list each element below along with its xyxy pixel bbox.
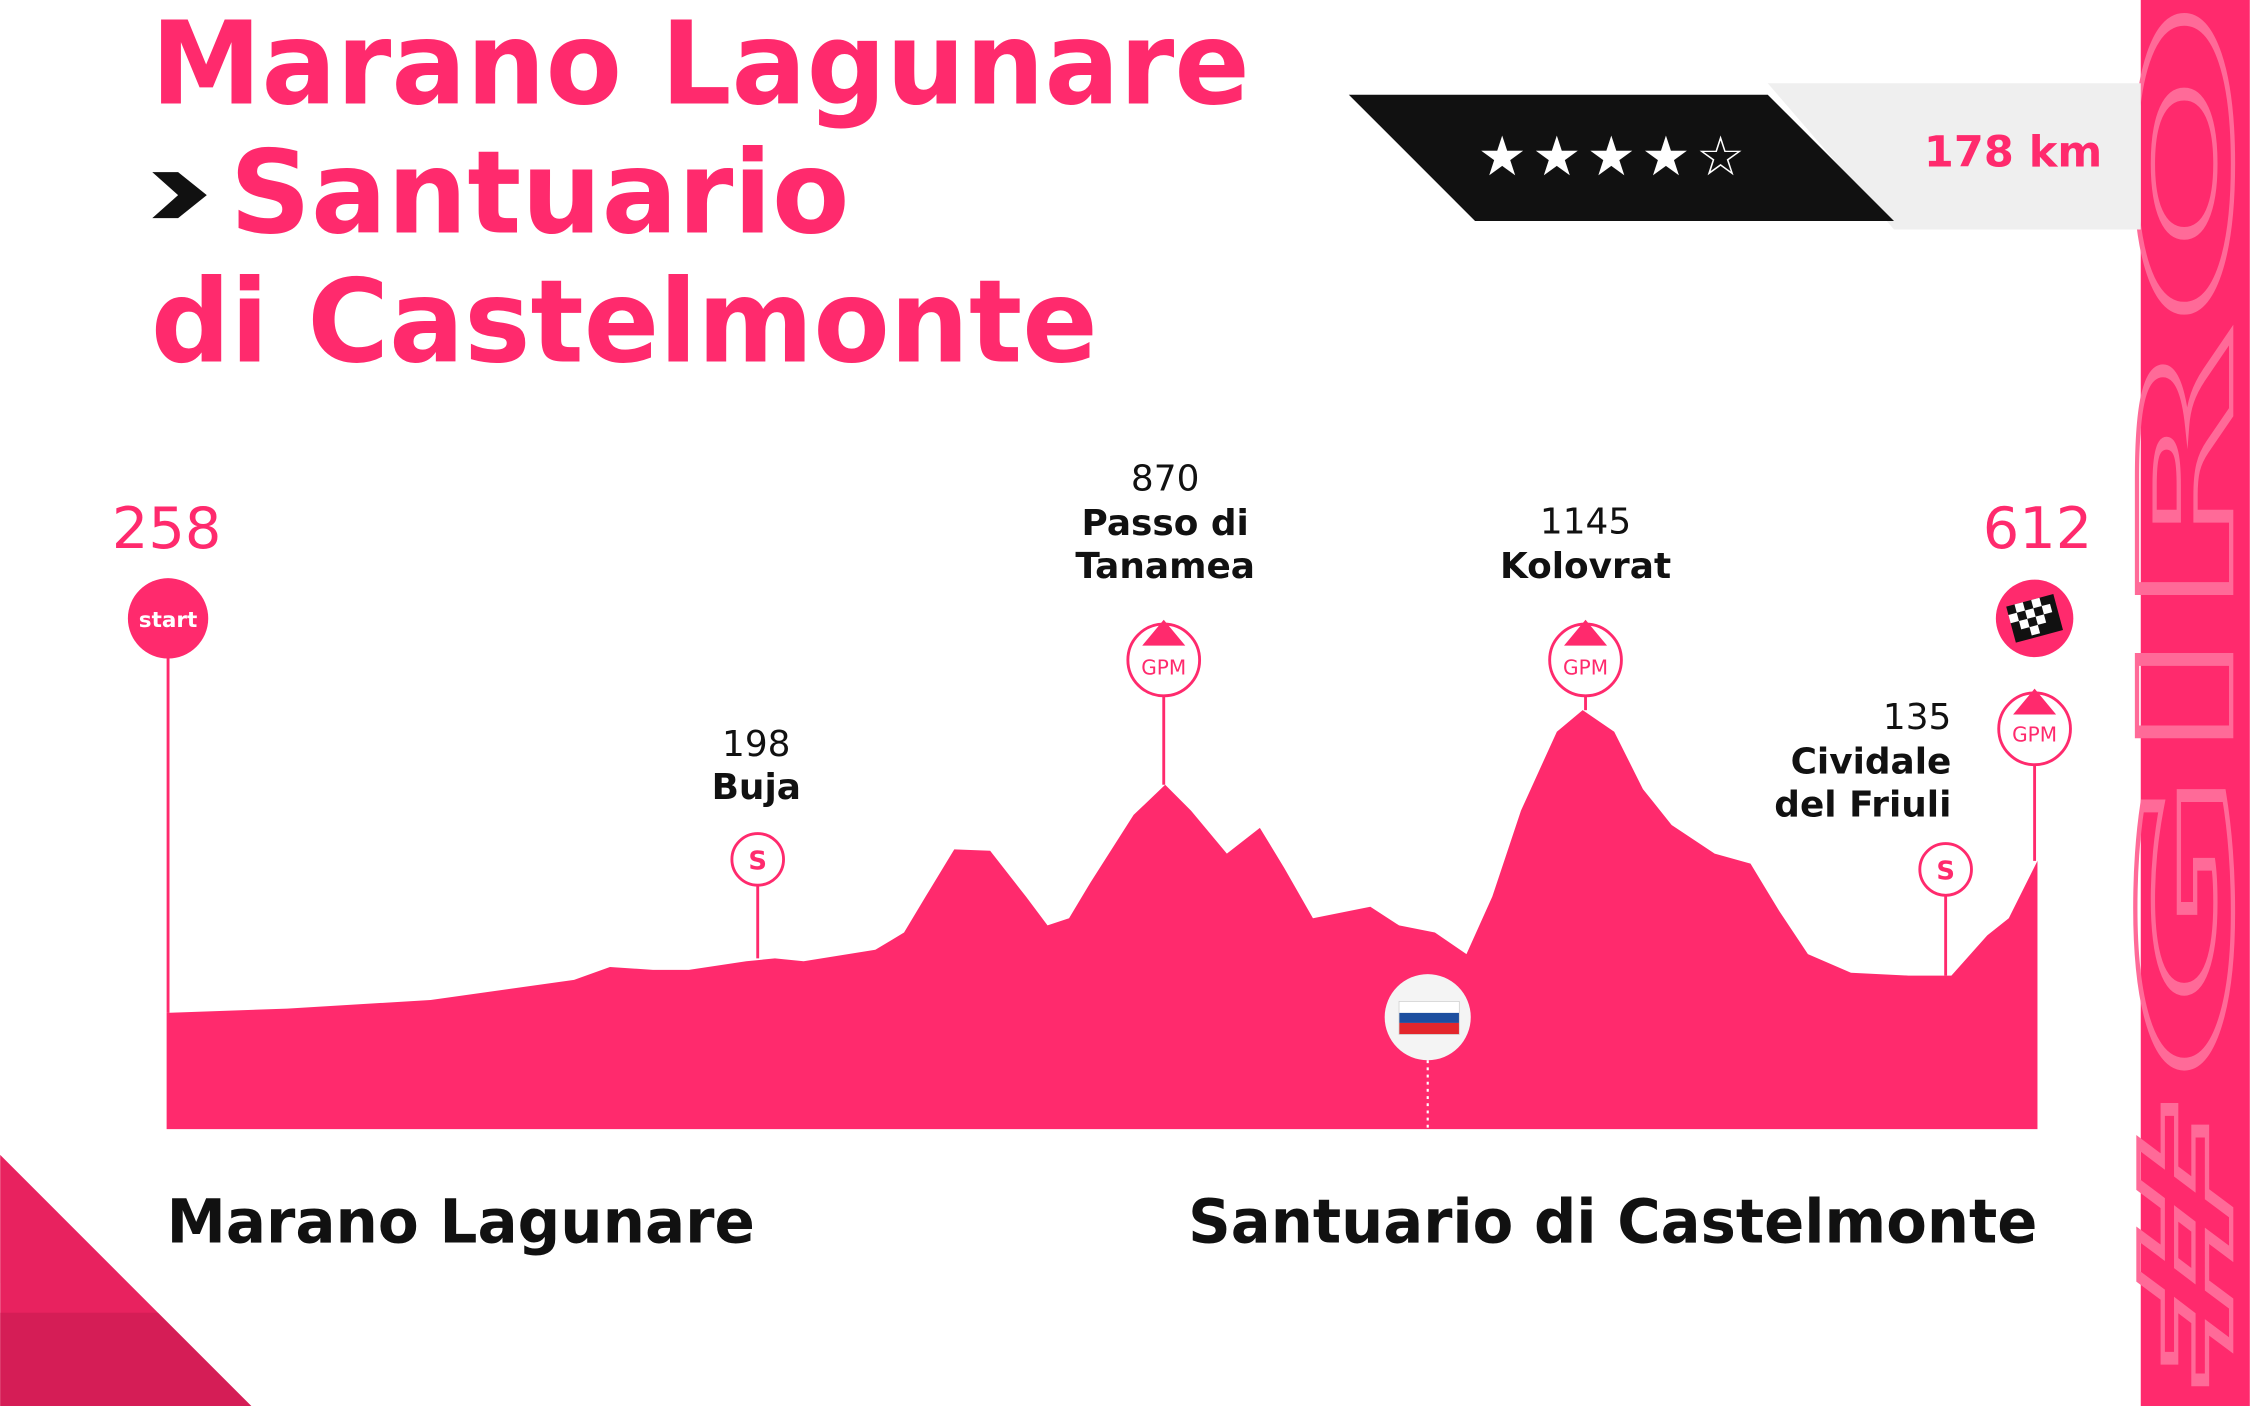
distance-panel <box>1767 83 2141 230</box>
flag-stripe <box>1399 1001 1460 1013</box>
title-line: Santuario <box>230 126 850 260</box>
point-name: Passo di <box>1082 503 1249 544</box>
flag-cell <box>2014 602 2026 613</box>
flag-border <box>1398 1001 1460 1035</box>
mountain-icon <box>1142 619 1186 646</box>
point-name: Buja <box>712 767 801 808</box>
flag-cell <box>2025 608 2036 619</box>
point-name: Cividale <box>1791 741 1952 782</box>
gpm-label: GPM <box>1141 655 1186 679</box>
gpm-label: GPM <box>1563 655 1608 679</box>
flag-cell <box>2018 618 2030 630</box>
finish-elevation: 612 <box>1983 495 2093 562</box>
mountain-icon <box>2013 688 2057 715</box>
sprint-badge <box>730 832 785 887</box>
point-elevation: 135 <box>1883 697 1951 738</box>
rating: ★★★★☆ <box>1478 124 1751 188</box>
checkered-flag <box>2006 594 2063 643</box>
corner-stripe <box>0 1312 252 1406</box>
point-name: Tanamea <box>1075 546 1255 587</box>
flag-stripe <box>1399 1022 1460 1035</box>
point-elevation: 870 <box>1131 459 1199 500</box>
watermark: #GIRO <box>2112 0 2250 1406</box>
sprint-label: S <box>748 846 767 876</box>
distance: 178 km <box>1924 127 2102 177</box>
title-line: Marano Lagunare <box>151 0 1250 131</box>
point-elevation: 1145 <box>1540 502 1631 543</box>
flag-cell <box>2031 597 2042 609</box>
flag-cell <box>2041 603 2053 615</box>
title-line: di Castelmonte <box>151 256 1098 390</box>
start-elevation: 258 <box>112 495 222 562</box>
start-town: Marano Lagunare <box>167 1187 755 1257</box>
finish-town: Santuario di Castelmonte <box>1188 1187 2037 1257</box>
point-name: del Friuli <box>1774 784 1951 825</box>
rating-panel <box>1348 94 1894 221</box>
point-name: Kolovrat <box>1500 546 1671 587</box>
chevron <box>152 172 207 219</box>
flag-cell <box>2029 624 2041 636</box>
mountain-icon <box>1564 619 1608 646</box>
start-label: start <box>139 608 198 633</box>
point-elevation: 198 <box>722 724 790 765</box>
flag-cell <box>2035 614 2047 625</box>
start-badge <box>127 578 209 659</box>
gpm-label: GPM <box>2012 723 2057 747</box>
flag-stripe <box>1399 1012 1460 1023</box>
flag-cell <box>2008 612 2019 624</box>
sprint-badge <box>1918 842 1973 897</box>
side-band <box>2140 0 2250 1406</box>
elevation-profile <box>166 710 2038 1130</box>
sprint-label: S <box>1936 856 1955 886</box>
